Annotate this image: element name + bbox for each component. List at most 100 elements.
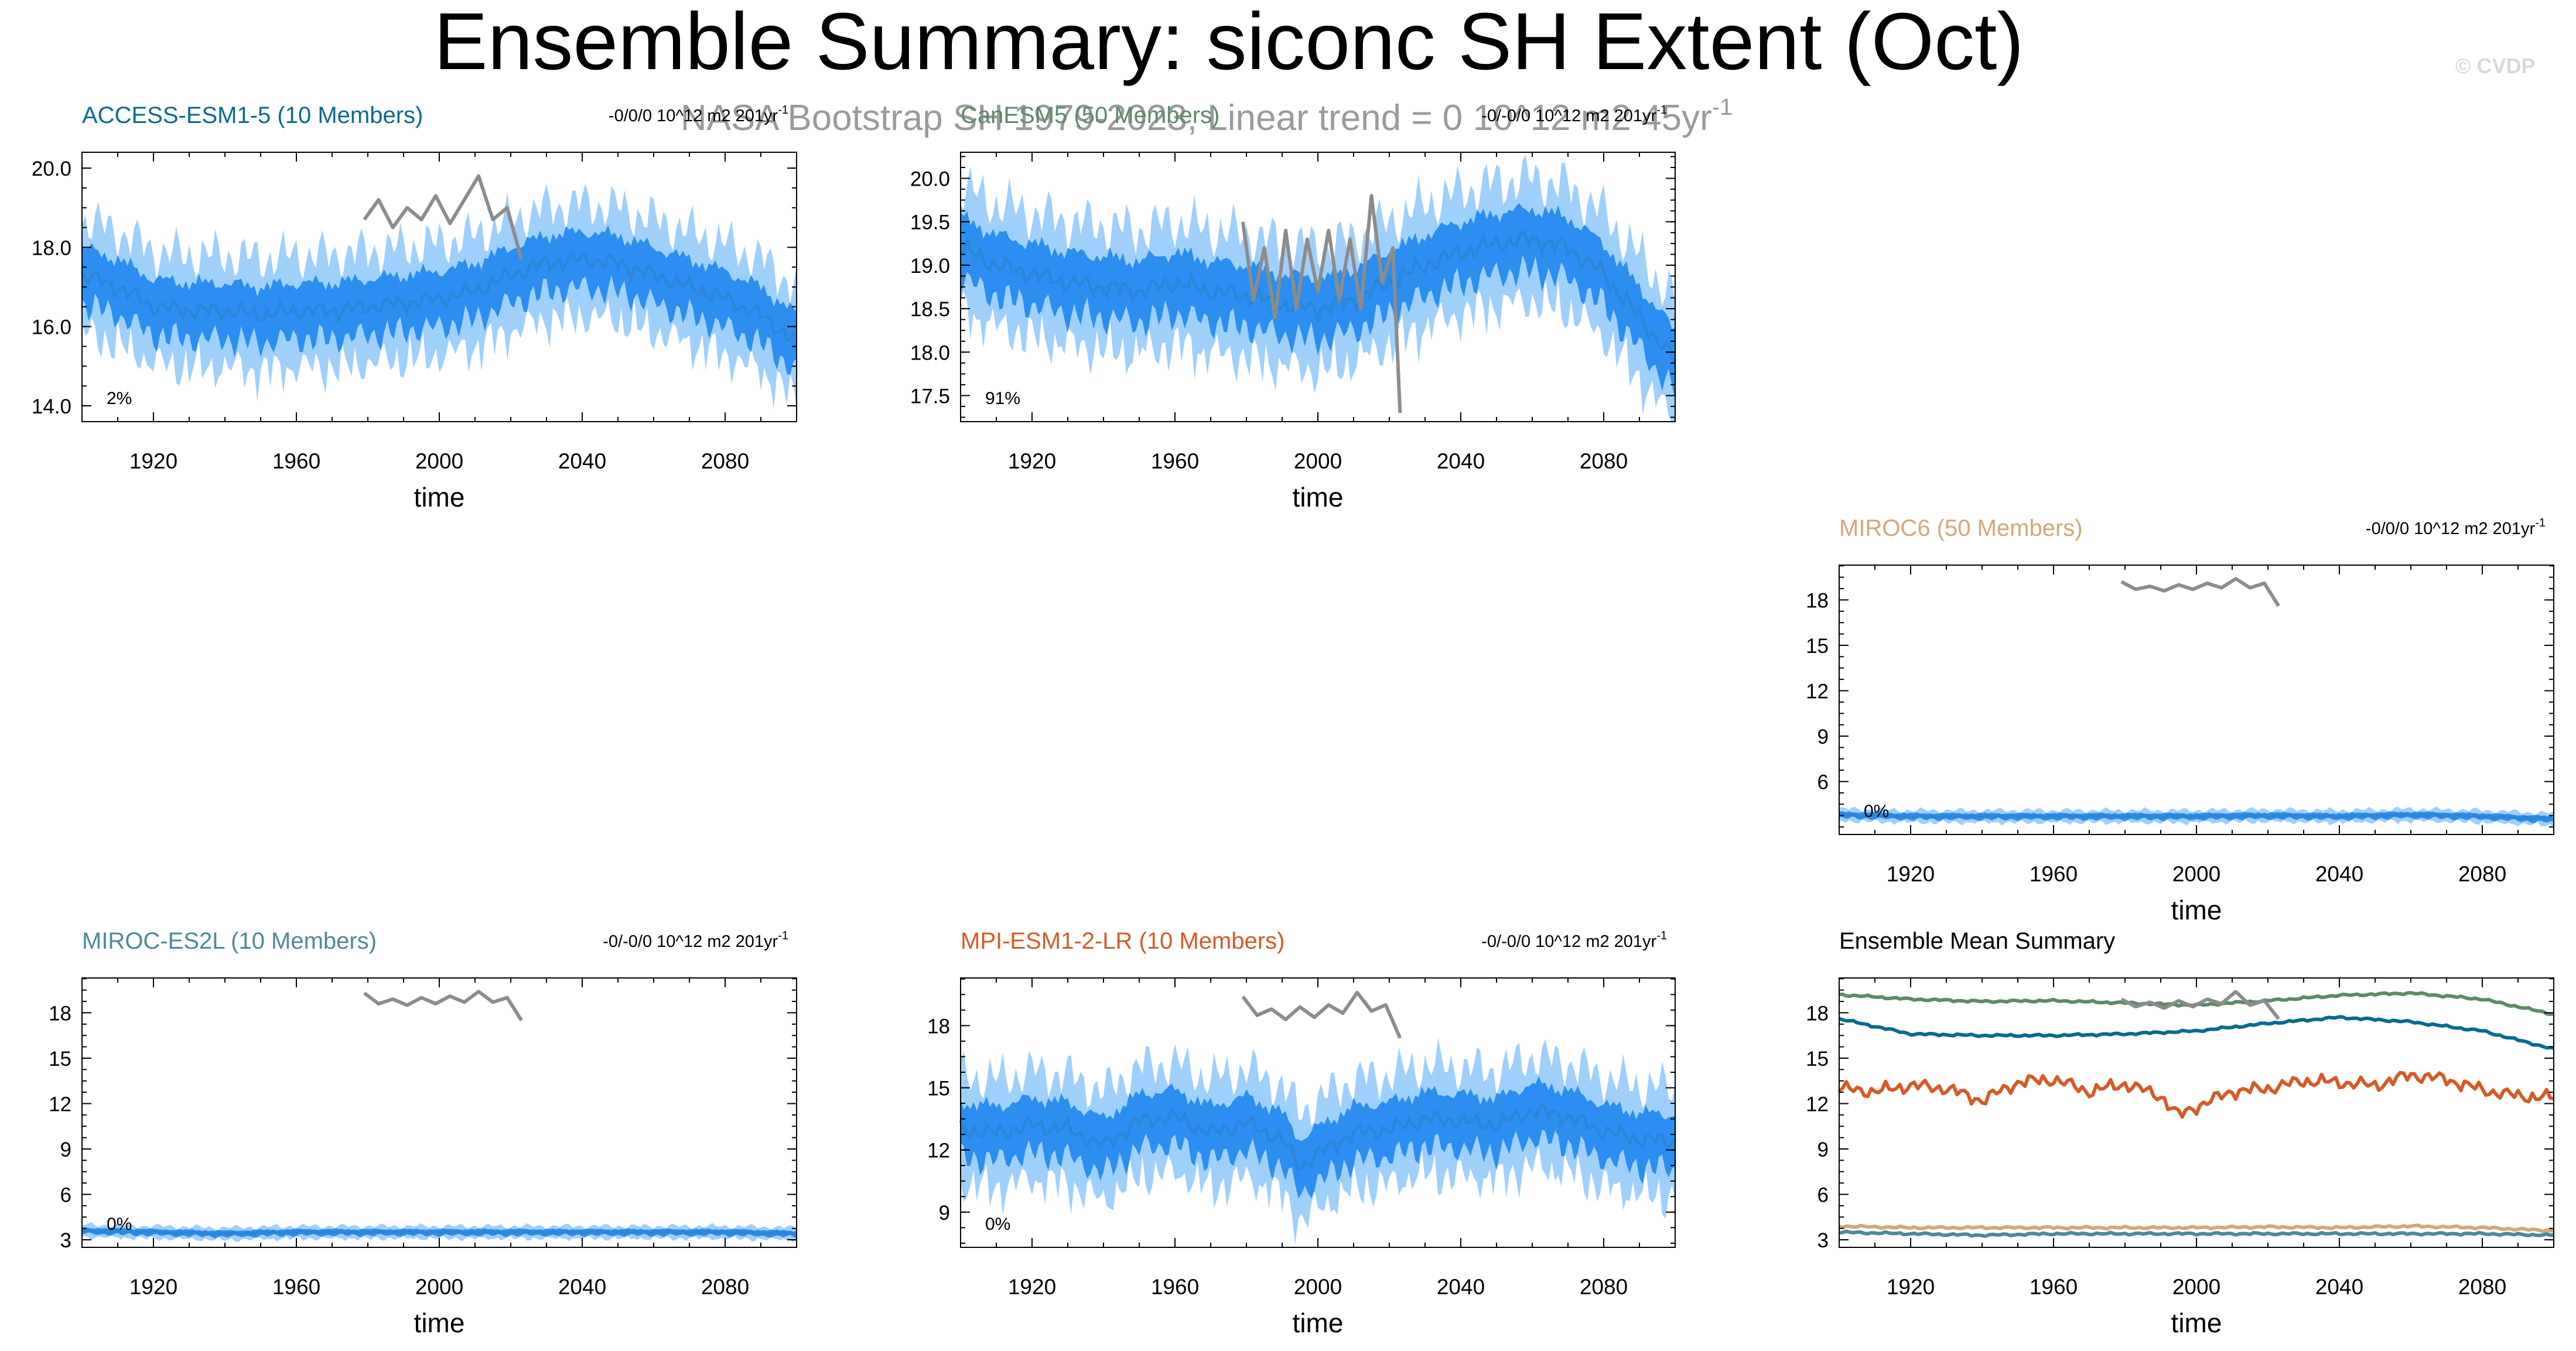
x-tick-label: 1960 — [272, 1275, 320, 1299]
percent-label: 2% — [107, 389, 132, 408]
x-tick-label: 2000 — [2172, 862, 2220, 886]
y-tick-label: 3 — [60, 1229, 71, 1252]
trend-sup: -1 — [778, 929, 788, 942]
x-tick-label: 2040 — [558, 449, 606, 473]
x-tick-label: 1960 — [1151, 1275, 1199, 1299]
x-tick-label: 1920 — [1008, 449, 1056, 473]
x-tick-label: 2080 — [701, 1275, 749, 1299]
x-tick-label: 1960 — [2030, 1275, 2078, 1299]
x-tick-label: 2040 — [2315, 1275, 2363, 1299]
cvdp-watermark: © CVDP — [2455, 54, 2536, 78]
trend-label: -0/0/0 10^12 m2 201yr-1 — [609, 104, 788, 125]
y-tick-label: 18 — [1806, 1002, 1829, 1025]
x-tick-label: 1920 — [129, 1275, 177, 1299]
y-tick-label: 16.0 — [32, 316, 71, 339]
panel-canesm: CanESM5 (50 Members) -0/-0/0 10^12 m2 201… — [910, 102, 1677, 512]
y-tick-label: 18.0 — [32, 237, 71, 259]
panel-mpi: MPI-ESM1-2-LR (10 Members) -0/-0/0 10^12 … — [927, 928, 1676, 1338]
summary-line-mpi — [1837, 1070, 2554, 1119]
y-tick-label: 6 — [60, 1184, 71, 1207]
y-tick-label: 20.0 — [32, 158, 71, 180]
figure-title: Ensemble Summary: siconc SH Extent (Oct) — [434, 0, 2024, 87]
y-tick-label: 18 — [1806, 589, 1829, 612]
x-tick-label: 2040 — [2315, 862, 2363, 886]
trend-sup: -1 — [2535, 517, 2546, 529]
trend-sup: -1 — [1656, 929, 1667, 942]
x-tick-label: 2040 — [558, 1275, 606, 1299]
observations-line — [1241, 990, 1402, 1039]
y-tick-label: 9 — [1817, 726, 1829, 748]
y-tick-label: 12 — [1806, 680, 1829, 703]
ensemble-inner-band — [961, 1076, 1675, 1199]
x-tick-label: 1920 — [1887, 1275, 1935, 1299]
y-tick-label: 15 — [1806, 635, 1829, 658]
x-tick-label: 2000 — [1294, 1275, 1342, 1299]
x-tick-label: 2080 — [2458, 1275, 2506, 1299]
x-tick-label: 1920 — [129, 449, 177, 473]
y-tick-label: 9 — [1817, 1138, 1829, 1161]
x-axis-label: time — [1293, 1308, 1344, 1338]
trend-label: -0/-0/0 10^12 m2 201yr-1 — [1481, 104, 1667, 125]
y-tick-label: 18 — [927, 1015, 950, 1038]
model-title: ACCESS-ESM1-5 (10 Members) — [82, 102, 423, 128]
model-title: Ensemble Mean Summary — [1839, 928, 2115, 954]
x-tick-label: 2040 — [1437, 1275, 1485, 1299]
observations-line — [363, 990, 523, 1021]
ensemble-mean-line — [81, 1228, 797, 1236]
summary-line-miroc6 — [1839, 1223, 2554, 1233]
x-tick-label: 1960 — [1151, 449, 1199, 473]
y-tick-label: 15 — [927, 1078, 950, 1100]
y-tick-label: 12 — [927, 1140, 950, 1162]
y-tick-label: 3 — [1817, 1229, 1829, 1252]
ensemble-mean-line — [959, 228, 1677, 363]
y-tick-label: 15 — [49, 1048, 71, 1070]
panel-access: ACCESS-ESM1-5 (10 Members) -0/0/0 10^12 m… — [32, 102, 797, 512]
percent-label: 0% — [1864, 802, 1889, 821]
observations-line — [1241, 194, 1402, 413]
x-tick-label: 2000 — [2172, 1275, 2220, 1299]
x-axis-label: time — [414, 482, 465, 512]
y-tick-label: 18.0 — [910, 341, 950, 364]
y-tick-label: 18.5 — [910, 298, 950, 321]
plot-frame — [1839, 565, 2554, 835]
panel-summary: Ensemble Mean Summary 1920 1960 2000 2040 208… — [1806, 928, 2554, 1338]
trend-text: -0/-0/0 10^12 m2 201yr — [1481, 932, 1656, 951]
percent-label: 91% — [985, 389, 1020, 408]
trend-label: -0/0/0 10^12 m2 201yr-1 — [2366, 517, 2546, 538]
x-tick-label: 1920 — [1887, 862, 1935, 886]
y-tick-label: 15 — [1806, 1048, 1829, 1070]
y-tick-label: 19.5 — [910, 211, 950, 234]
summary-line-access — [1838, 1015, 2554, 1050]
y-tick-label: 6 — [1817, 771, 1829, 794]
trend-label: -0/-0/0 10^12 m2 201yr-1 — [1481, 929, 1667, 951]
ensemble-mean-line — [81, 249, 797, 342]
y-tick-label: 9 — [939, 1202, 950, 1225]
x-tick-label: 1920 — [1008, 1275, 1056, 1299]
ensemble-inner-band — [961, 203, 1675, 400]
x-tick-label: 2040 — [1437, 449, 1485, 473]
panel-miroc6: MIROC6 (50 Members) -0/0/0 10^12 m2 201yr… — [1806, 515, 2554, 925]
summary-line-obs — [2120, 990, 2280, 1020]
trend-sup: -1 — [1656, 104, 1667, 117]
trend-text: -0/0/0 10^12 m2 201yr — [2366, 519, 2536, 538]
y-tick-label: 18 — [49, 1002, 71, 1025]
x-tick-label: 2000 — [415, 449, 463, 473]
model-title: MIROC-ES2L (10 Members) — [82, 928, 377, 954]
plot-frame — [81, 977, 797, 1248]
panel-mirocesl: MIROC-ES2L (10 Members) -0/-0/0 10^12 m2 … — [49, 928, 797, 1338]
trend-text: -0/0/0 10^12 m2 201yr — [609, 107, 778, 125]
x-tick-label: 2000 — [1294, 449, 1342, 473]
y-tick-label: 17.5 — [910, 385, 950, 408]
panels-group: ACCESS-ESM1-5 (10 Members) -0/0/0 10^12 m… — [32, 102, 2554, 1338]
subtitle-sup: -1 — [1712, 94, 1733, 120]
x-tick-label: 1960 — [2030, 862, 2078, 886]
y-tick-label: 12 — [1806, 1093, 1829, 1116]
trend-text: -0/-0/0 10^12 m2 201yr — [1481, 107, 1656, 125]
x-tick-label: 2080 — [1580, 1275, 1628, 1299]
y-tick-label: 20.0 — [910, 168, 950, 191]
ensemble-mean-line — [1839, 812, 2554, 821]
y-tick-label: 12 — [49, 1093, 71, 1116]
x-tick-label: 2080 — [1580, 449, 1628, 473]
observations-line — [2120, 577, 2280, 607]
trend-label: -0/-0/0 10^12 m2 201yr-1 — [603, 929, 788, 951]
